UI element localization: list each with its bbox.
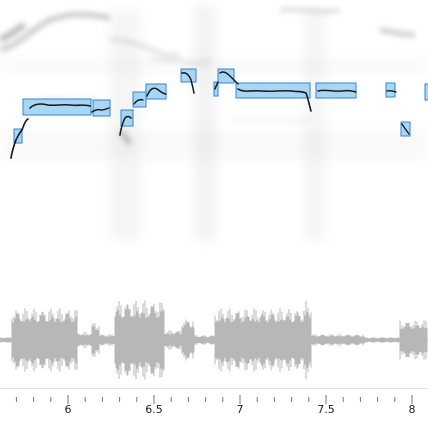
note-box[interactable] [385,82,396,98]
time-label: 6.5 [145,403,163,416]
time-label: 6 [64,403,72,416]
time-label: 8 [408,403,416,416]
waveform-signal [0,300,428,380]
note-box[interactable] [145,83,167,100]
pitch-segment [317,89,357,93]
note-box[interactable] [217,68,235,84]
pitch-segment [21,118,29,131]
time-label: 7 [236,403,244,416]
time-label: 7.5 [317,403,335,416]
spectrogram-panel[interactable] [0,0,428,250]
note-box[interactable] [22,98,92,116]
pitch-segment [29,103,91,109]
pitch-segment [386,89,397,93]
pitch-segment [181,72,195,94]
pitch-segment [214,81,219,90]
pitch-segment [133,98,144,105]
note-box[interactable] [213,81,219,97]
pitch-segment [146,87,167,97]
spectrogram-energy [0,0,428,250]
time-ruler-ticks [15,395,413,404]
pitch-segment [237,88,312,112]
pitch-segment [10,129,23,159]
pitch-segment [119,115,132,136]
pitch-contour [10,71,410,159]
note-box[interactable] [424,83,428,101]
waveform-panel[interactable] [0,255,428,385]
pitch-segment [401,123,410,135]
note-box[interactable] [92,99,111,117]
time-ruler[interactable]: 6 6.5 7 7.5 8 [0,388,428,429]
pitch-segment [91,107,110,113]
pitch-segment [219,71,239,85]
